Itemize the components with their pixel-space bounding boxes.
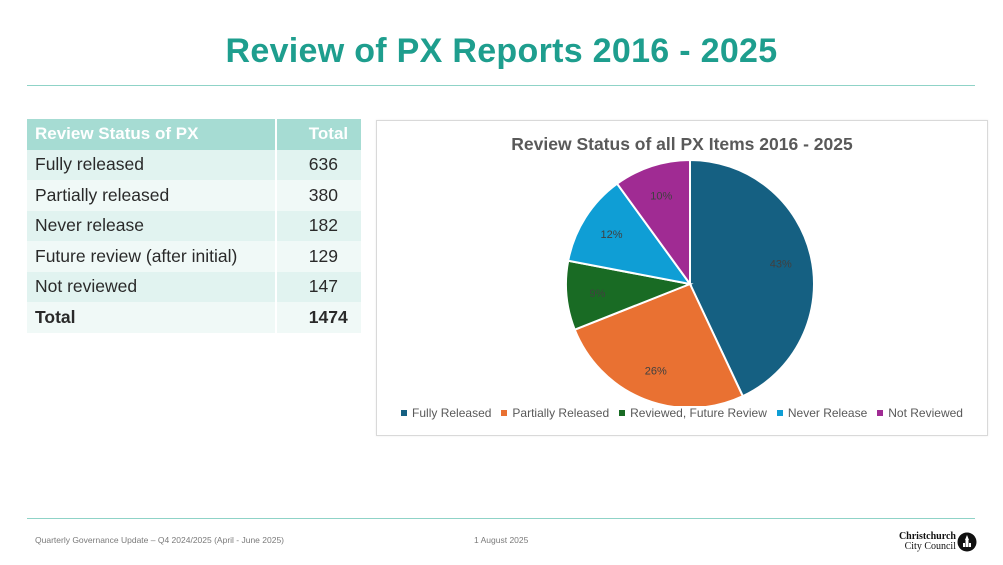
table-row: Partially released 380 [27, 180, 361, 211]
legend-item: Partially Released [501, 406, 609, 420]
cathedral-logo-icon [957, 532, 977, 552]
council-logo: Christchurch City Council [894, 532, 979, 556]
row-label: Not reviewed [27, 271, 276, 302]
legend-swatch [877, 410, 884, 416]
pie-chart: 43% 26% 9% 12% 10% [565, 158, 815, 406]
legend-swatch [501, 410, 508, 416]
table-row: Future review (after initial) 129 [27, 241, 361, 272]
legend-item: Not Reviewed [877, 406, 963, 420]
table-row: Fully released 636 [27, 149, 361, 180]
pie-slice-fully-released [689, 158, 815, 398]
pie-data-label: 26% [645, 365, 667, 377]
legend-label: Not Reviewed [888, 406, 963, 420]
legend-label: Fully Released [412, 406, 492, 420]
header-total: Total [274, 119, 361, 150]
row-label: Partially released [27, 180, 276, 211]
row-value: 182 [274, 210, 361, 241]
pie-slice-never-release [567, 182, 693, 286]
footer-date: 1 August 2025 [474, 535, 529, 545]
row-value: 636 [274, 149, 361, 180]
logo-line-1: Christchurch [898, 531, 956, 542]
pie-data-label: 12% [600, 229, 622, 241]
legend-label: Never Release [787, 406, 868, 420]
row-value: 129 [274, 241, 361, 272]
table-total-row: Total 1474 [27, 302, 361, 333]
logo-line-2: City Council [904, 541, 956, 552]
legend-item: Fully Released [401, 406, 491, 420]
table-row: Never release 182 [27, 210, 361, 241]
pie-slice-not-reviewed [615, 158, 691, 288]
pie-data-label: 10% [650, 191, 672, 203]
row-label: Fully released [27, 149, 276, 180]
header-review-status: Review Status of PX [27, 119, 276, 150]
total-value: 1474 [274, 302, 361, 333]
row-value: 380 [274, 180, 361, 211]
legend-swatch [401, 410, 408, 416]
legend-label: Reviewed, Future Review [630, 406, 767, 420]
pie-data-label: 9% [589, 288, 605, 300]
row-label: Never release [27, 210, 276, 241]
chart-legend: Fully Released Partially Released Reviewed… [377, 406, 987, 420]
legend-label: Partially Released [512, 406, 610, 420]
title-divider [27, 85, 975, 86]
pie-slice-partially-released [573, 282, 745, 406]
row-label: Future review (after initial) [27, 241, 276, 272]
row-value: 147 [274, 271, 361, 302]
table-row: Not reviewed 147 [27, 271, 361, 302]
page-title: Review of PX Reports 2016 - 2025 [225, 32, 778, 70]
legend-swatch [776, 410, 783, 416]
legend-item: Never Release [776, 406, 868, 420]
table-header-row: Review Status of PX Total [27, 119, 361, 150]
pie-data-label: 43% [770, 259, 792, 271]
legend-swatch [619, 410, 626, 416]
total-label: Total [27, 302, 276, 333]
px-status-table: Review Status of PX Total Fully released… [27, 119, 361, 333]
legend-item: Reviewed, Future Review [619, 406, 767, 420]
chart-title: Review Status of all PX Items 2016 - 202… [511, 134, 853, 154]
pie-chart-panel: Review Status of all PX Items 2016 - 202… [376, 120, 988, 436]
footer-divider [27, 518, 975, 519]
footer-subtitle: Quarterly Governance Update – Q4 2024/20… [35, 535, 285, 545]
